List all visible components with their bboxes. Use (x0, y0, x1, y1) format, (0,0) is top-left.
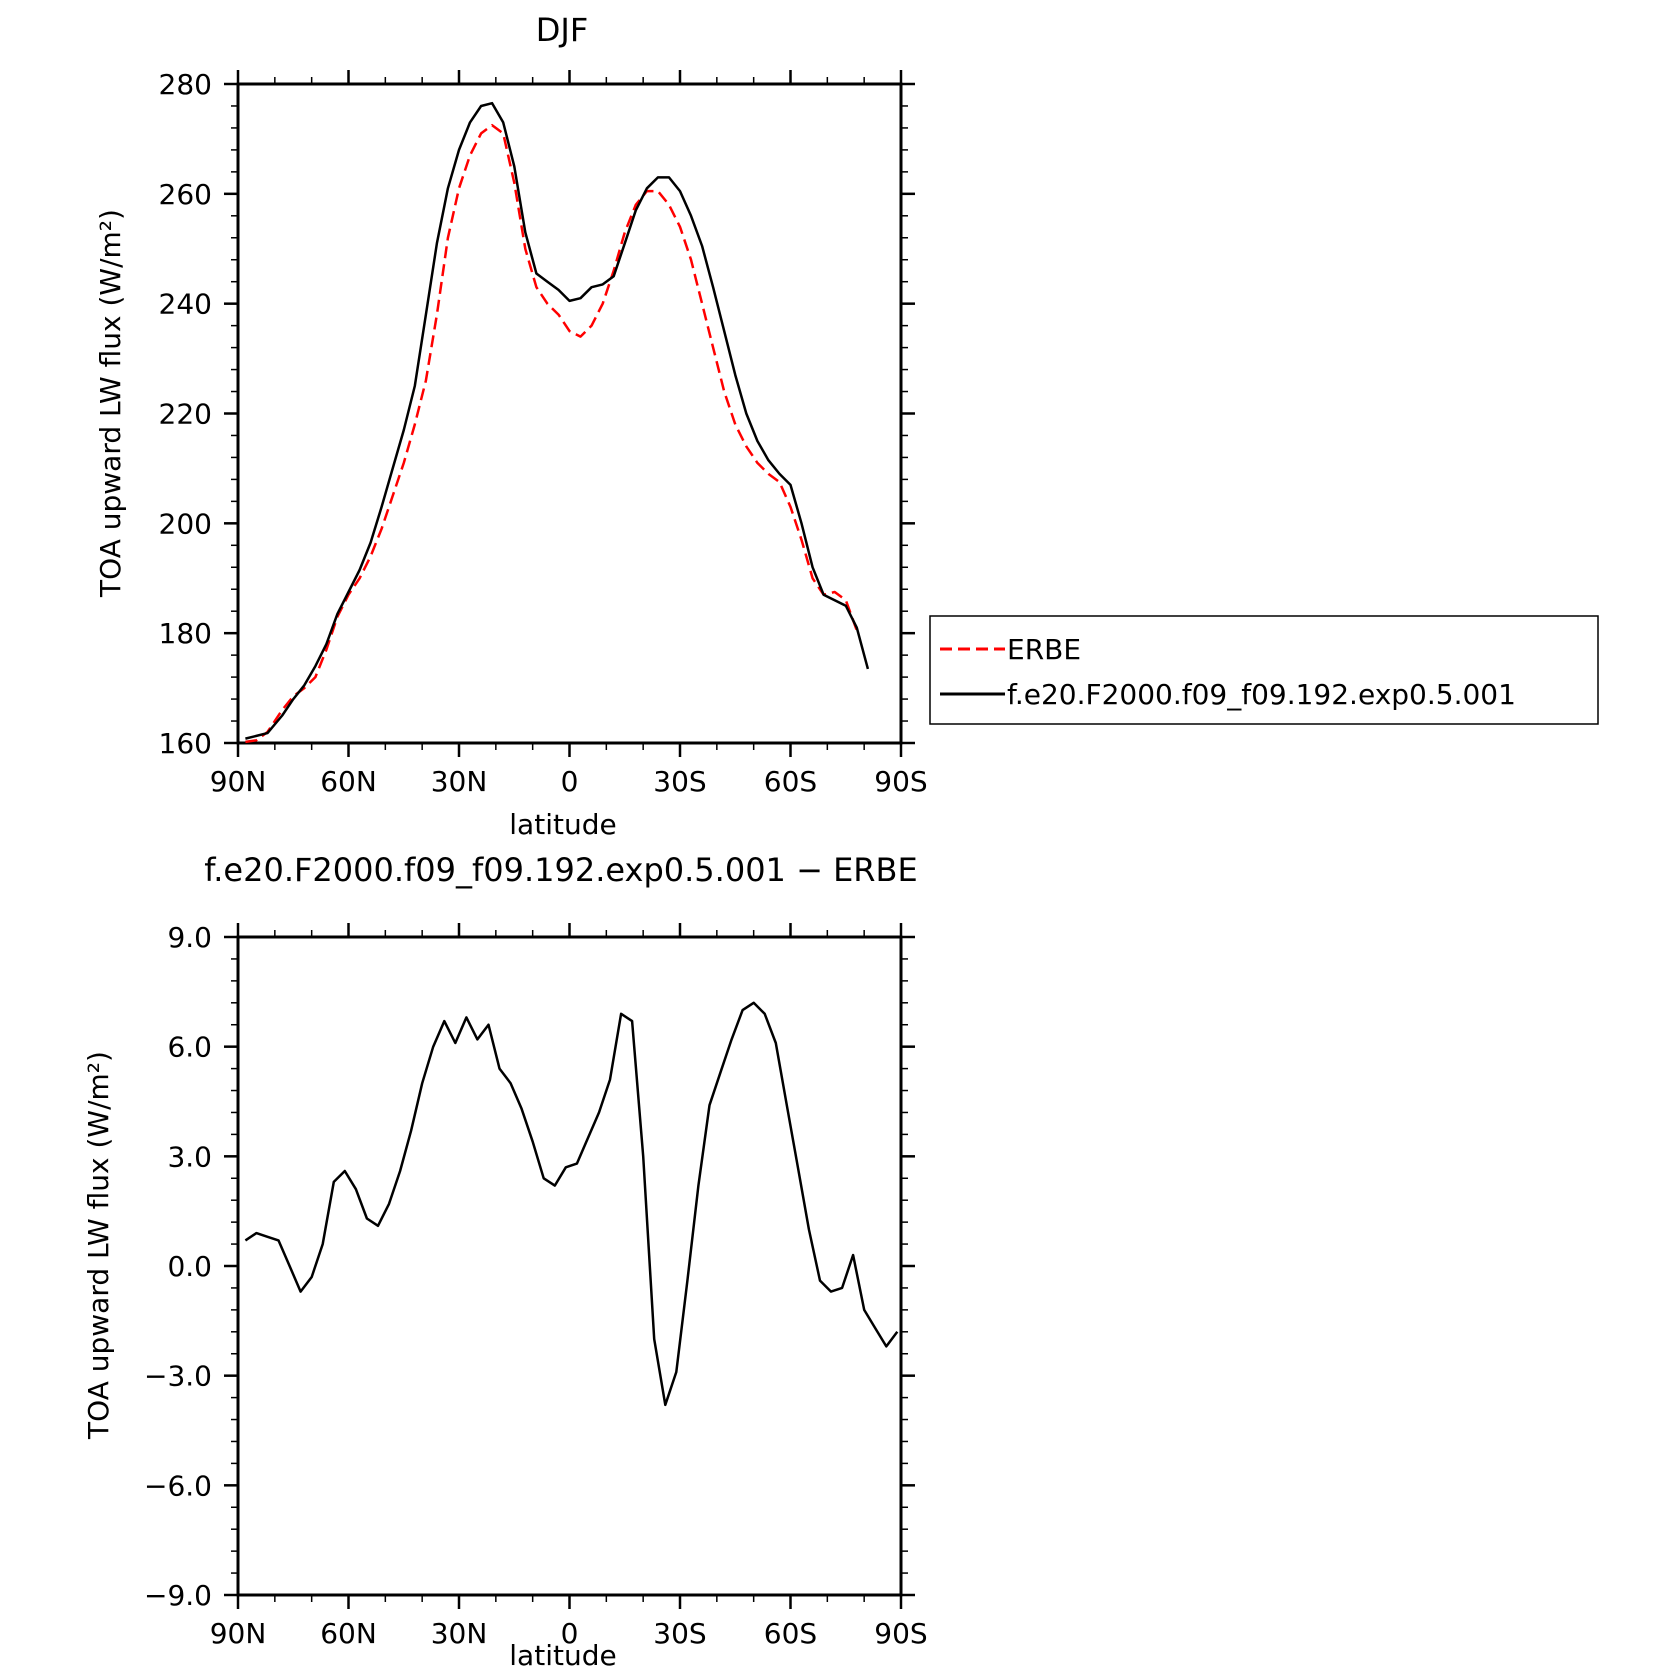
x-tick-label: 30S (653, 765, 706, 798)
plot-frame-box (236, 935, 903, 1597)
x-tick-label: 30S (653, 1617, 706, 1650)
bottom-panel: f.e20.F2000.f09_f09.192.exp0.5.001 − ERB… (82, 851, 928, 1669)
top-x-tick-labels: 90N 60N 30N 0 30S 60S 90S (210, 765, 928, 798)
top-y-axis-label: TOA upward LW flux (W/m²) (94, 209, 127, 598)
series-line-1 (245, 101, 870, 740)
plot-frame-box (236, 82, 903, 745)
top-title: DJF (536, 11, 588, 49)
y-tick-label: 0.0 (167, 1250, 212, 1283)
bottom-ticks (224, 923, 915, 1609)
y-tick-label: 6.0 (167, 1031, 212, 1064)
x-tick-label: 90S (874, 1617, 927, 1650)
y-tick-label: 180 (159, 617, 212, 650)
top-panel: DJF 160 180 200 220 240 260 280 90N 60N 30N 0 30S 6… (94, 11, 928, 841)
y-tick-label: 240 (159, 288, 212, 321)
bottom-y-axis-label: TOA upward LW flux (W/m²) (82, 1051, 115, 1440)
top-series-lines (245, 101, 870, 744)
y-tick-label: −6.0 (144, 1469, 212, 1502)
bottom-plot-frame (236, 935, 903, 1597)
x-tick-label: 0 (561, 1617, 579, 1650)
legend-box (929, 615, 1599, 725)
x-tick-label: 30N (431, 1617, 488, 1650)
x-tick-label: 90S (874, 765, 927, 798)
y-tick-label: 200 (159, 507, 212, 540)
bottom-y-tick-labels: −9.0 −6.0 −3.0 0.0 3.0 6.0 9.0 (144, 921, 212, 1612)
bottom-x-axis-label: latitude (509, 1639, 616, 1669)
top-plot-frame (236, 82, 903, 745)
y-tick-label: −9.0 (144, 1579, 212, 1612)
x-tick-label: 90N (210, 765, 267, 798)
series-line-0 (245, 123, 858, 744)
x-tick-label: 60N (320, 1617, 377, 1650)
x-tick-label: 60N (320, 765, 377, 798)
y-tick-label: 280 (159, 68, 212, 101)
y-tick-label: 260 (159, 178, 212, 211)
top-y-tick-labels: 160 180 200 220 240 260 280 (159, 68, 212, 760)
x-tick-label: 0 (561, 765, 579, 798)
x-tick-label: 60S (764, 1617, 817, 1650)
x-tick-label: 60S (764, 765, 817, 798)
x-tick-label: 30N (431, 765, 488, 798)
top-ticks (224, 70, 915, 757)
legend-label-erbe: ERBE (1007, 633, 1081, 666)
bottom-x-tick-labels: 90N 60N 30N 0 30S 60S 90S (210, 1617, 928, 1650)
x-tick-label: 90N (210, 1617, 267, 1650)
y-tick-label: −3.0 (144, 1360, 212, 1393)
legend: ERBE f.e20.F2000.f09_f09.192.exp0.5.001 (929, 615, 1599, 725)
y-tick-label: 160 (159, 727, 212, 760)
legend-label-model: f.e20.F2000.f09_f09.192.exp0.5.001 (1007, 678, 1516, 711)
series-line-0 (244, 1001, 899, 1407)
top-x-axis-label: latitude (509, 808, 616, 841)
bottom-series-lines (244, 1001, 899, 1407)
y-tick-label: 9.0 (167, 921, 212, 954)
bottom-title: f.e20.F2000.f09_f09.192.exp0.5.001 − ERB… (204, 851, 917, 889)
y-tick-label: 3.0 (167, 1140, 212, 1173)
y-tick-label: 220 (159, 398, 212, 431)
